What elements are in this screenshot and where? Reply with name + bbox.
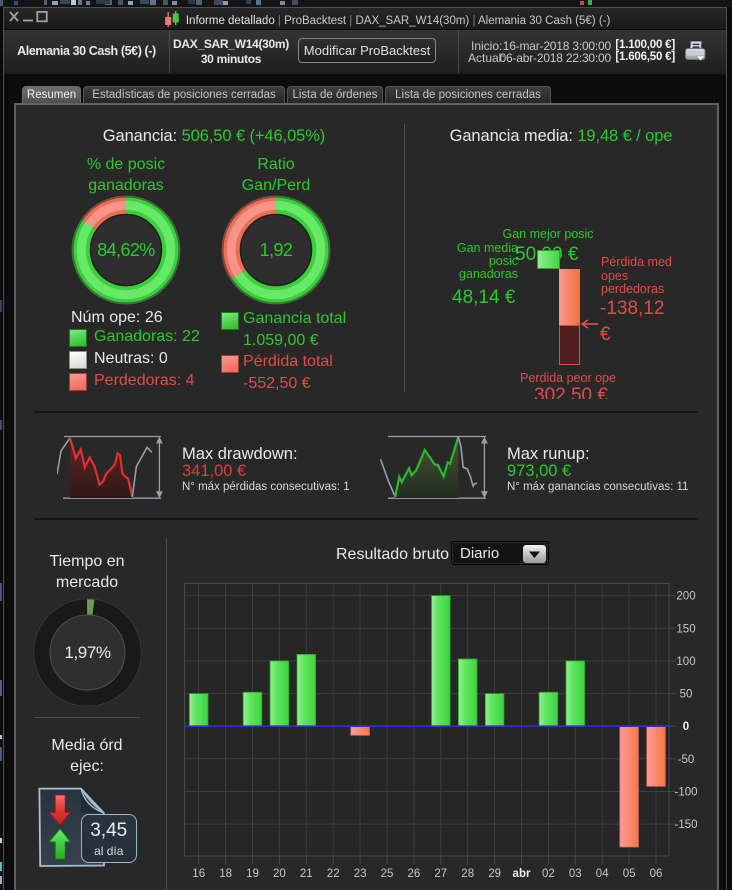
svg-text:26: 26 <box>408 868 421 880</box>
svg-text:100: 100 <box>676 656 695 668</box>
svg-text:05: 05 <box>623 868 636 880</box>
svg-text:23: 23 <box>354 868 367 880</box>
svg-text:02: 02 <box>542 868 555 880</box>
svg-text:29: 29 <box>488 868 501 880</box>
svg-text:0: 0 <box>683 721 689 733</box>
svg-text:-50: -50 <box>678 754 695 766</box>
svg-text:18: 18 <box>219 868 232 880</box>
svg-text:-150: -150 <box>674 819 697 831</box>
svg-text:200: 200 <box>676 591 695 603</box>
svg-text:21: 21 <box>300 868 313 880</box>
svg-text:19: 19 <box>246 868 259 880</box>
svg-text:03: 03 <box>569 868 582 880</box>
svg-text:20: 20 <box>273 868 286 880</box>
svg-text:50: 50 <box>680 689 693 701</box>
svg-text:06: 06 <box>650 868 663 880</box>
svg-text:22: 22 <box>327 868 340 880</box>
svg-text:-100: -100 <box>674 787 697 799</box>
svg-text:16: 16 <box>192 868 205 880</box>
svg-text:28: 28 <box>461 868 474 880</box>
svg-text:27: 27 <box>434 868 447 880</box>
svg-text:04: 04 <box>596 868 609 880</box>
svg-text:25: 25 <box>381 868 394 880</box>
svg-text:150: 150 <box>676 623 695 635</box>
svg-text:abr: abr <box>513 868 531 880</box>
